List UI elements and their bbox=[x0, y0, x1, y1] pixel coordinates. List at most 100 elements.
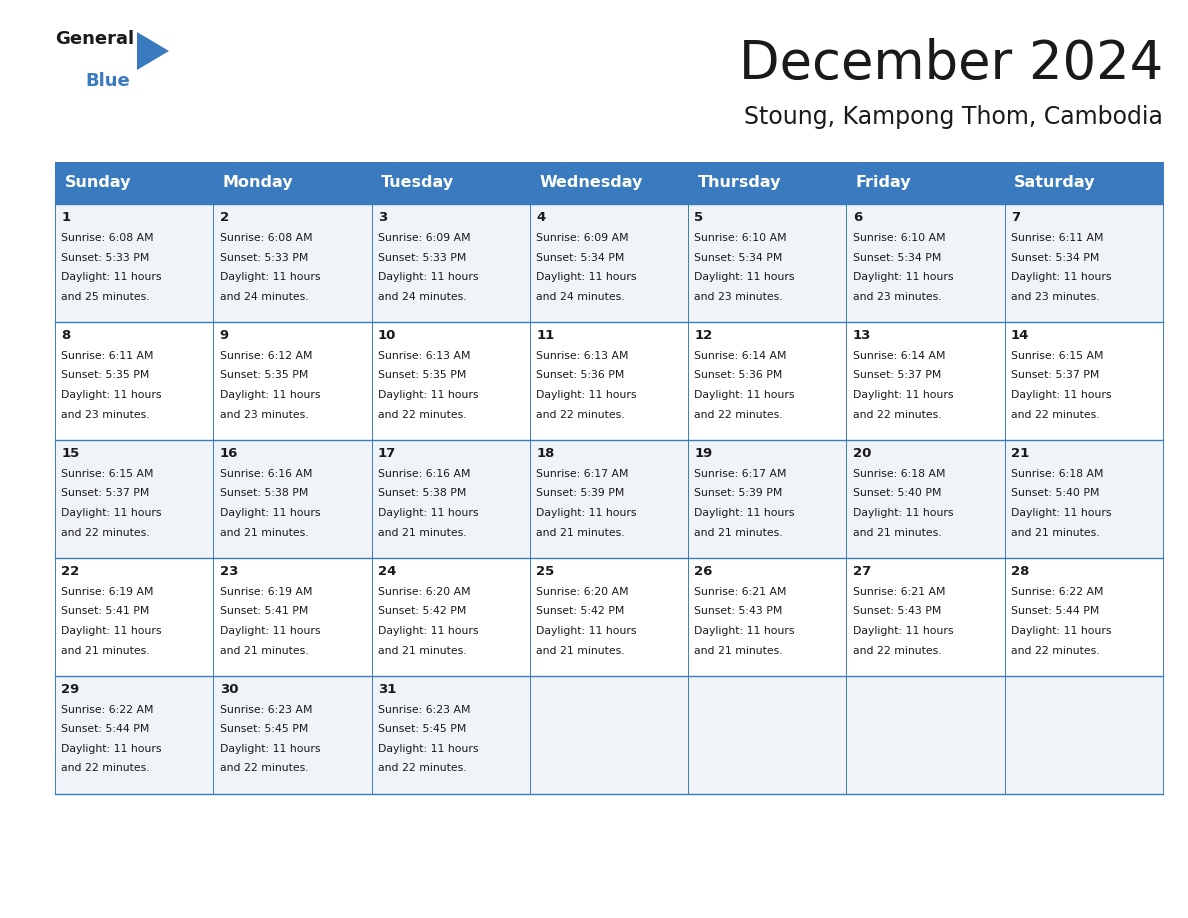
Text: and 23 minutes.: and 23 minutes. bbox=[853, 292, 941, 301]
Text: Sunrise: 6:17 AM: Sunrise: 6:17 AM bbox=[695, 469, 786, 479]
Bar bbox=[55, 440, 1163, 558]
Text: Daylight: 11 hours: Daylight: 11 hours bbox=[1011, 626, 1112, 636]
Text: and 23 minutes.: and 23 minutes. bbox=[62, 409, 150, 420]
Bar bbox=[55, 204, 1163, 322]
Text: Sunrise: 6:13 AM: Sunrise: 6:13 AM bbox=[536, 351, 628, 361]
Text: Sunset: 5:37 PM: Sunset: 5:37 PM bbox=[853, 371, 941, 380]
Text: 21: 21 bbox=[1011, 447, 1029, 460]
Text: Sunrise: 6:11 AM: Sunrise: 6:11 AM bbox=[1011, 233, 1104, 243]
Text: Sunset: 5:42 PM: Sunset: 5:42 PM bbox=[536, 607, 625, 617]
Polygon shape bbox=[137, 32, 169, 70]
Text: Daylight: 11 hours: Daylight: 11 hours bbox=[536, 390, 637, 400]
Text: 27: 27 bbox=[853, 565, 871, 578]
Text: 16: 16 bbox=[220, 447, 238, 460]
Text: Sunrise: 6:09 AM: Sunrise: 6:09 AM bbox=[378, 233, 470, 243]
Text: Sunrise: 6:12 AM: Sunrise: 6:12 AM bbox=[220, 351, 312, 361]
Text: Sunrise: 6:13 AM: Sunrise: 6:13 AM bbox=[378, 351, 470, 361]
Text: Sunset: 5:38 PM: Sunset: 5:38 PM bbox=[220, 488, 308, 498]
Text: and 21 minutes.: and 21 minutes. bbox=[378, 645, 467, 655]
Text: Sunset: 5:41 PM: Sunset: 5:41 PM bbox=[220, 607, 308, 617]
Text: Sunrise: 6:20 AM: Sunrise: 6:20 AM bbox=[536, 587, 628, 597]
Text: Sunrise: 6:23 AM: Sunrise: 6:23 AM bbox=[378, 705, 470, 715]
Text: Daylight: 11 hours: Daylight: 11 hours bbox=[220, 744, 320, 754]
Text: 12: 12 bbox=[695, 329, 713, 342]
Text: Daylight: 11 hours: Daylight: 11 hours bbox=[1011, 508, 1112, 518]
Text: Sunrise: 6:22 AM: Sunrise: 6:22 AM bbox=[62, 705, 153, 715]
Text: and 21 minutes.: and 21 minutes. bbox=[62, 645, 150, 655]
Text: Sunday: Sunday bbox=[64, 175, 131, 191]
Text: Sunrise: 6:09 AM: Sunrise: 6:09 AM bbox=[536, 233, 628, 243]
Text: Sunset: 5:36 PM: Sunset: 5:36 PM bbox=[695, 371, 783, 380]
Text: 8: 8 bbox=[62, 329, 70, 342]
Text: Wednesday: Wednesday bbox=[539, 175, 643, 191]
Text: Sunrise: 6:22 AM: Sunrise: 6:22 AM bbox=[1011, 587, 1104, 597]
Text: Sunset: 5:35 PM: Sunset: 5:35 PM bbox=[220, 371, 308, 380]
Text: Sunrise: 6:20 AM: Sunrise: 6:20 AM bbox=[378, 587, 470, 597]
Text: 7: 7 bbox=[1011, 211, 1020, 224]
Text: and 21 minutes.: and 21 minutes. bbox=[378, 528, 467, 538]
Text: 19: 19 bbox=[695, 447, 713, 460]
Text: Daylight: 11 hours: Daylight: 11 hours bbox=[220, 626, 320, 636]
Text: Sunset: 5:34 PM: Sunset: 5:34 PM bbox=[695, 252, 783, 263]
Text: 20: 20 bbox=[853, 447, 871, 460]
Text: 17: 17 bbox=[378, 447, 396, 460]
Text: Sunset: 5:33 PM: Sunset: 5:33 PM bbox=[220, 252, 308, 263]
Text: and 22 minutes.: and 22 minutes. bbox=[1011, 645, 1100, 655]
Text: December 2024: December 2024 bbox=[739, 38, 1163, 90]
Text: Daylight: 11 hours: Daylight: 11 hours bbox=[695, 272, 795, 282]
Text: Daylight: 11 hours: Daylight: 11 hours bbox=[378, 390, 479, 400]
Text: and 21 minutes.: and 21 minutes. bbox=[853, 528, 941, 538]
Text: 28: 28 bbox=[1011, 565, 1030, 578]
Text: 5: 5 bbox=[695, 211, 703, 224]
Text: 18: 18 bbox=[536, 447, 555, 460]
Text: Sunset: 5:39 PM: Sunset: 5:39 PM bbox=[536, 488, 625, 498]
Text: Sunset: 5:38 PM: Sunset: 5:38 PM bbox=[378, 488, 466, 498]
Text: Sunrise: 6:10 AM: Sunrise: 6:10 AM bbox=[695, 233, 788, 243]
Text: Sunrise: 6:19 AM: Sunrise: 6:19 AM bbox=[62, 587, 153, 597]
Text: Sunset: 5:40 PM: Sunset: 5:40 PM bbox=[1011, 488, 1100, 498]
Text: Daylight: 11 hours: Daylight: 11 hours bbox=[62, 744, 162, 754]
Text: Daylight: 11 hours: Daylight: 11 hours bbox=[378, 744, 479, 754]
Text: and 21 minutes.: and 21 minutes. bbox=[1011, 528, 1100, 538]
Text: Thursday: Thursday bbox=[697, 175, 782, 191]
Text: 31: 31 bbox=[378, 683, 397, 696]
Text: Sunset: 5:35 PM: Sunset: 5:35 PM bbox=[378, 371, 466, 380]
Text: Daylight: 11 hours: Daylight: 11 hours bbox=[853, 390, 953, 400]
Text: Sunrise: 6:14 AM: Sunrise: 6:14 AM bbox=[695, 351, 786, 361]
Text: Daylight: 11 hours: Daylight: 11 hours bbox=[695, 390, 795, 400]
Text: Daylight: 11 hours: Daylight: 11 hours bbox=[378, 626, 479, 636]
Text: 1: 1 bbox=[62, 211, 70, 224]
Text: 4: 4 bbox=[536, 211, 545, 224]
Text: 2: 2 bbox=[220, 211, 229, 224]
Text: and 22 minutes.: and 22 minutes. bbox=[1011, 409, 1100, 420]
Text: and 23 minutes.: and 23 minutes. bbox=[695, 292, 783, 301]
Text: Sunset: 5:41 PM: Sunset: 5:41 PM bbox=[62, 607, 150, 617]
Bar bbox=[55, 162, 1163, 204]
Text: 23: 23 bbox=[220, 565, 238, 578]
Text: Monday: Monday bbox=[223, 175, 293, 191]
Text: Daylight: 11 hours: Daylight: 11 hours bbox=[695, 626, 795, 636]
Text: Sunrise: 6:14 AM: Sunrise: 6:14 AM bbox=[853, 351, 946, 361]
Text: Daylight: 11 hours: Daylight: 11 hours bbox=[378, 508, 479, 518]
Text: Sunset: 5:33 PM: Sunset: 5:33 PM bbox=[378, 252, 466, 263]
Text: Daylight: 11 hours: Daylight: 11 hours bbox=[536, 508, 637, 518]
Text: Daylight: 11 hours: Daylight: 11 hours bbox=[536, 272, 637, 282]
Text: 10: 10 bbox=[378, 329, 397, 342]
Bar bbox=[55, 558, 1163, 676]
Text: and 25 minutes.: and 25 minutes. bbox=[62, 292, 150, 301]
Text: Sunset: 5:44 PM: Sunset: 5:44 PM bbox=[62, 724, 150, 734]
Text: and 23 minutes.: and 23 minutes. bbox=[1011, 292, 1100, 301]
Text: Sunrise: 6:08 AM: Sunrise: 6:08 AM bbox=[62, 233, 154, 243]
Text: and 22 minutes.: and 22 minutes. bbox=[695, 409, 783, 420]
Text: Daylight: 11 hours: Daylight: 11 hours bbox=[853, 626, 953, 636]
Text: 15: 15 bbox=[62, 447, 80, 460]
Text: and 21 minutes.: and 21 minutes. bbox=[536, 645, 625, 655]
Text: and 22 minutes.: and 22 minutes. bbox=[378, 764, 467, 774]
Text: and 21 minutes.: and 21 minutes. bbox=[220, 528, 308, 538]
Text: and 22 minutes.: and 22 minutes. bbox=[536, 409, 625, 420]
Text: Daylight: 11 hours: Daylight: 11 hours bbox=[62, 390, 162, 400]
Text: Sunset: 5:39 PM: Sunset: 5:39 PM bbox=[695, 488, 783, 498]
Text: 25: 25 bbox=[536, 565, 555, 578]
Text: Daylight: 11 hours: Daylight: 11 hours bbox=[220, 390, 320, 400]
Text: Sunrise: 6:15 AM: Sunrise: 6:15 AM bbox=[1011, 351, 1104, 361]
